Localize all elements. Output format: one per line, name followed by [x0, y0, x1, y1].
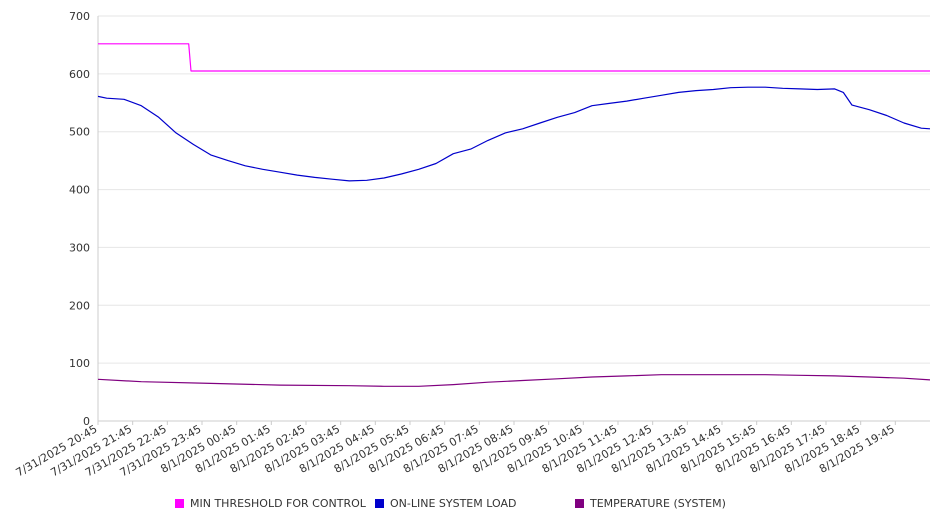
- y-tick-label: 400: [69, 184, 90, 197]
- legend-swatch-min-threshold: [175, 499, 184, 508]
- line-chart: 0 100 200 300 400 500 600 700 7/31/2025 20:457/…: [14, 10, 931, 479]
- legend-label-system-load: ON-LINE SYSTEM LOAD: [390, 497, 517, 510]
- y-tick-label: 0: [83, 415, 90, 428]
- x-axis-ticks: 7/31/2025 20:457/31/2025 21:457/31/2025 …: [14, 421, 897, 479]
- legend-swatch-temperature: [575, 499, 584, 508]
- legend-item-min-threshold: MIN THRESHOLD FOR CONTROL: [175, 497, 366, 510]
- y-tick-label: 200: [69, 299, 90, 312]
- y-tick-label: 600: [69, 68, 90, 81]
- legend-item-system-load: ON-LINE SYSTEM LOAD: [375, 497, 516, 510]
- grid-lines: [98, 15, 930, 364]
- legend-item-temperature: TEMPERATURE (SYSTEM): [575, 497, 726, 510]
- series-line-min-threshold: [98, 43, 930, 72]
- legend-label-temperature: TEMPERATURE (SYSTEM): [590, 497, 726, 510]
- legend-label-min-threshold: MIN THRESHOLD FOR CONTROL: [190, 497, 366, 510]
- y-tick-label: 500: [69, 126, 90, 139]
- y-tick-label: 300: [69, 241, 90, 254]
- legend: MIN THRESHOLD FOR CONTROL ON-LINE SYSTEM…: [0, 497, 946, 513]
- y-tick-label: 700: [69, 10, 90, 23]
- y-tick-label: 100: [69, 357, 90, 370]
- series-line-system-load: [97, 86, 931, 182]
- y-axis-ticks: 0 100 200 300 400 500 600 700: [69, 10, 90, 428]
- axes: [97, 16, 930, 422]
- series-lines: [97, 43, 931, 387]
- series-line-temperature: [97, 374, 931, 387]
- legend-swatch-system-load: [375, 499, 384, 508]
